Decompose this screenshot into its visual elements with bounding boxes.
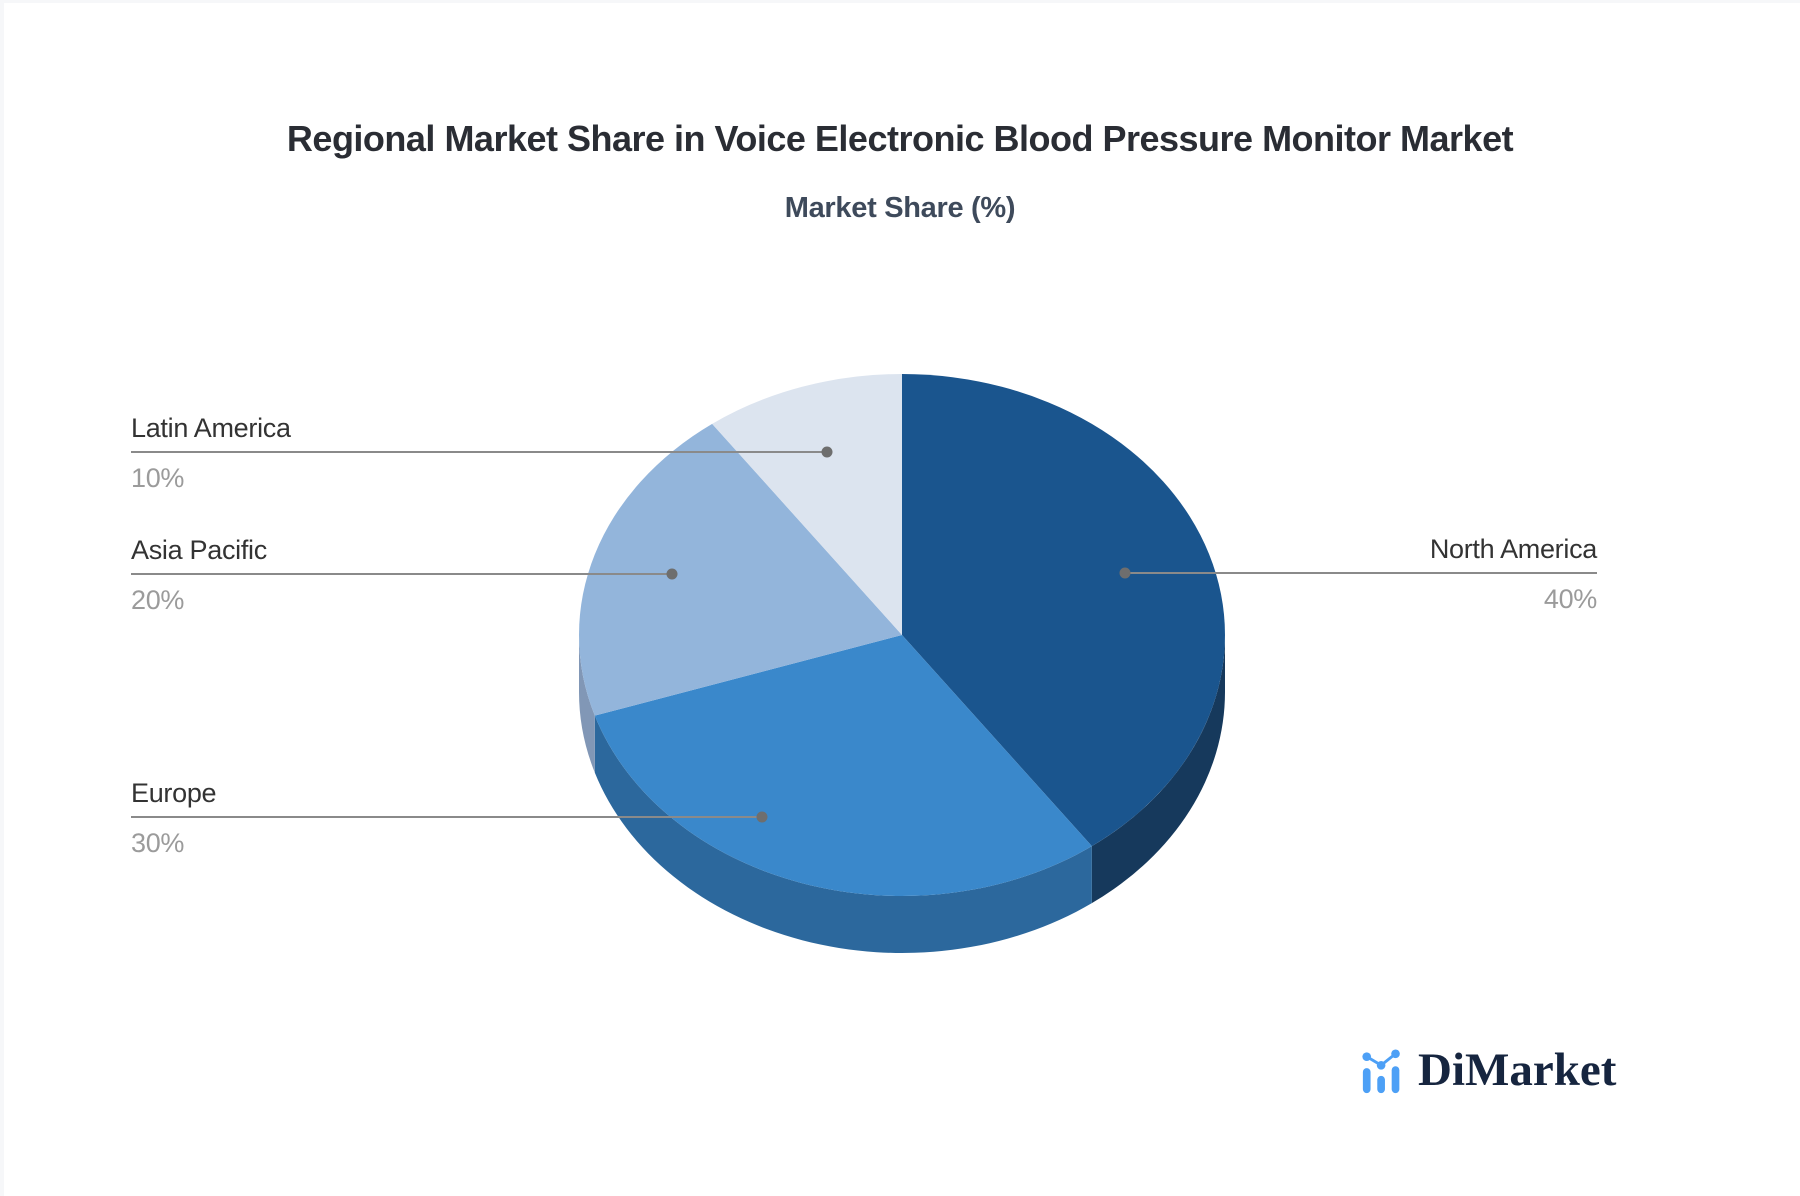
pie-slice-side-europe [594,715,1092,953]
brand-logo-text: DiMarket [1418,1044,1617,1096]
leader-dot-europe [756,811,768,823]
pie-slice-europe [594,635,1092,896]
pie-slice-latin-america [712,374,902,635]
slice-pct-latin-america: 10% [131,463,185,493]
leader-dot-north-america [1119,567,1131,579]
brand-logo: DiMarket [1360,1040,1660,1100]
slice-pct-north-america: 40% [1543,584,1597,614]
chart-subtitle: Market Share (%) [784,192,1016,224]
slice-label-asia-pacific: Asia Pacific [131,535,267,565]
pie-slice-side-asia-pacific [579,635,595,773]
pie-slice-north-america [902,374,1225,847]
slice-label-europe: Europe [131,778,217,808]
leader-dot-asia-pacific [666,568,678,580]
leader-dot-latin-america [821,446,833,458]
slice-pct-asia-pacific: 20% [131,585,185,615]
pie-slice-asia-pacific [579,423,902,716]
bar-line-chart-icon [1362,1049,1400,1094]
slice-pct-europe: 30% [131,828,185,858]
slice-label-north-america: North America [1429,534,1597,564]
chart-title: Regional Market Share in Voice Electroni… [286,118,1514,159]
pie-slice-side-north-america [1091,635,1225,904]
slice-label-latin-america: Latin America [131,413,291,443]
